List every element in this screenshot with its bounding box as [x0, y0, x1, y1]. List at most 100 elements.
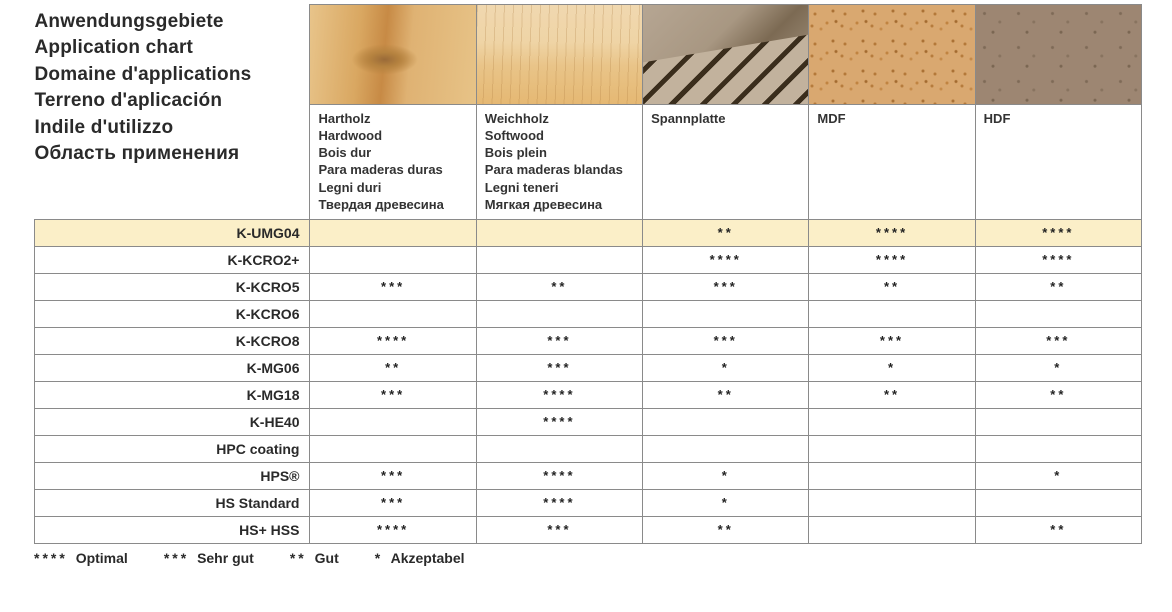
- rating-cell: [809, 462, 975, 489]
- row-label: K-KCRO2+: [35, 246, 310, 273]
- sw-soft-swatch: [477, 5, 642, 104]
- row-label: K-UMG04: [35, 219, 310, 246]
- rating-cell: [809, 489, 975, 516]
- rating-cell: [643, 435, 809, 462]
- legend-stars: ****: [34, 550, 68, 566]
- sw-mdf-swatch: [809, 5, 974, 104]
- column-label: WeichholzSoftwoodBois pleinPara maderas …: [476, 105, 642, 220]
- table-row: K-KCRO8****************: [35, 327, 1142, 354]
- column-label-line: Softwood: [485, 127, 634, 144]
- column-label-line: MDF: [817, 110, 966, 127]
- column-label-line: Spannplatte: [651, 110, 800, 127]
- material-swatch: [476, 5, 642, 105]
- title-line: Terreno d'aplicación: [35, 88, 310, 115]
- row-label: K-MG06: [35, 354, 310, 381]
- column-label-line: Para maderas duras: [318, 161, 467, 178]
- rating-cell: [809, 300, 975, 327]
- rating-cell: [310, 408, 476, 435]
- rating-cell: *: [975, 354, 1141, 381]
- legend-stars: *: [375, 550, 383, 566]
- rating-cell: *: [643, 354, 809, 381]
- legend-label: Akzeptabel: [391, 550, 465, 566]
- rating-cell: *: [643, 489, 809, 516]
- rating-cell: [476, 246, 642, 273]
- rating-cell: [809, 516, 975, 543]
- rating-cell: [476, 300, 642, 327]
- row-label: HPC coating: [35, 435, 310, 462]
- rating-cell: **: [643, 516, 809, 543]
- table-row: K-KCRO5************: [35, 273, 1142, 300]
- material-swatch: [643, 5, 809, 105]
- row-label: K-KCRO6: [35, 300, 310, 327]
- rating-cell: ***: [476, 354, 642, 381]
- sw-span-swatch: [643, 5, 808, 104]
- rating-cell: ****: [476, 381, 642, 408]
- sw-hdf-swatch: [976, 5, 1141, 104]
- rating-cell: ***: [975, 327, 1141, 354]
- rating-cell: **: [476, 273, 642, 300]
- rating-cell: ****: [975, 246, 1141, 273]
- column-label: Spannplatte: [643, 105, 809, 220]
- rating-cell: ***: [310, 462, 476, 489]
- column-label: HartholzHardwoodBois durPara maderas dur…: [310, 105, 476, 220]
- legend-item: * Akzeptabel: [375, 550, 465, 566]
- row-label: HS+ HSS: [35, 516, 310, 543]
- title-line: Anwendungsgebiete: [35, 9, 310, 36]
- column-label: HDF: [975, 105, 1141, 220]
- legend-stars: **: [290, 550, 307, 566]
- column-label-line: Твердая древесина: [318, 196, 467, 213]
- rating-cell: [809, 408, 975, 435]
- column-label-line: HDF: [984, 110, 1133, 127]
- rating-cell: [476, 219, 642, 246]
- legend-label: Sehr gut: [197, 550, 254, 566]
- column-label-line: Legni duri: [318, 179, 467, 196]
- rating-cell: [809, 435, 975, 462]
- row-label: K-KCRO5: [35, 273, 310, 300]
- table-row: K-HE40****: [35, 408, 1142, 435]
- legend-label: Gut: [315, 550, 339, 566]
- title-line: Indile d'utilizzo: [35, 115, 310, 142]
- rating-cell: ***: [643, 273, 809, 300]
- row-label: K-MG18: [35, 381, 310, 408]
- rating-cell: ****: [809, 219, 975, 246]
- rating-cell: ***: [310, 489, 476, 516]
- rating-cell: **: [809, 381, 975, 408]
- rating-cell: [975, 300, 1141, 327]
- rating-cell: [975, 435, 1141, 462]
- legend-label: Optimal: [76, 550, 128, 566]
- rating-cell: ***: [809, 327, 975, 354]
- rating-cell: ***: [476, 516, 642, 543]
- rating-cell: ****: [476, 408, 642, 435]
- column-label-line: Bois plein: [485, 144, 634, 161]
- table-row: HPS®*********: [35, 462, 1142, 489]
- legend-item: **** Optimal: [34, 550, 128, 566]
- legend-item: *** Sehr gut: [164, 550, 254, 566]
- rating-cell: [310, 435, 476, 462]
- rating-cell: [476, 435, 642, 462]
- table-row: K-KCRO2+************: [35, 246, 1142, 273]
- table-row: K-KCRO6: [35, 300, 1142, 327]
- material-swatch: [310, 5, 476, 105]
- column-label-line: Hartholz: [318, 110, 467, 127]
- rating-cell: [975, 408, 1141, 435]
- table-row: HS+ HSS***********: [35, 516, 1142, 543]
- rating-cell: ***: [310, 273, 476, 300]
- rating-cell: [310, 300, 476, 327]
- column-label-line: Hardwood: [318, 127, 467, 144]
- rating-cell: [643, 300, 809, 327]
- rating-cell: **: [975, 381, 1141, 408]
- material-swatch: [809, 5, 975, 105]
- rating-cell: ****: [310, 516, 476, 543]
- rating-cell: ****: [975, 219, 1141, 246]
- rating-cell: *: [975, 462, 1141, 489]
- column-label-line: Legni teneri: [485, 179, 634, 196]
- rating-cell: ****: [310, 327, 476, 354]
- table-row: K-MG06********: [35, 354, 1142, 381]
- application-chart-table: AnwendungsgebieteApplication chartDomain…: [34, 4, 1142, 544]
- rating-cell: ****: [476, 462, 642, 489]
- rating-cell: **: [975, 516, 1141, 543]
- rating-cell: *: [643, 462, 809, 489]
- title-line: Область применения: [35, 141, 310, 168]
- column-label-line: Bois dur: [318, 144, 467, 161]
- title-line: Domaine d'applications: [35, 62, 310, 89]
